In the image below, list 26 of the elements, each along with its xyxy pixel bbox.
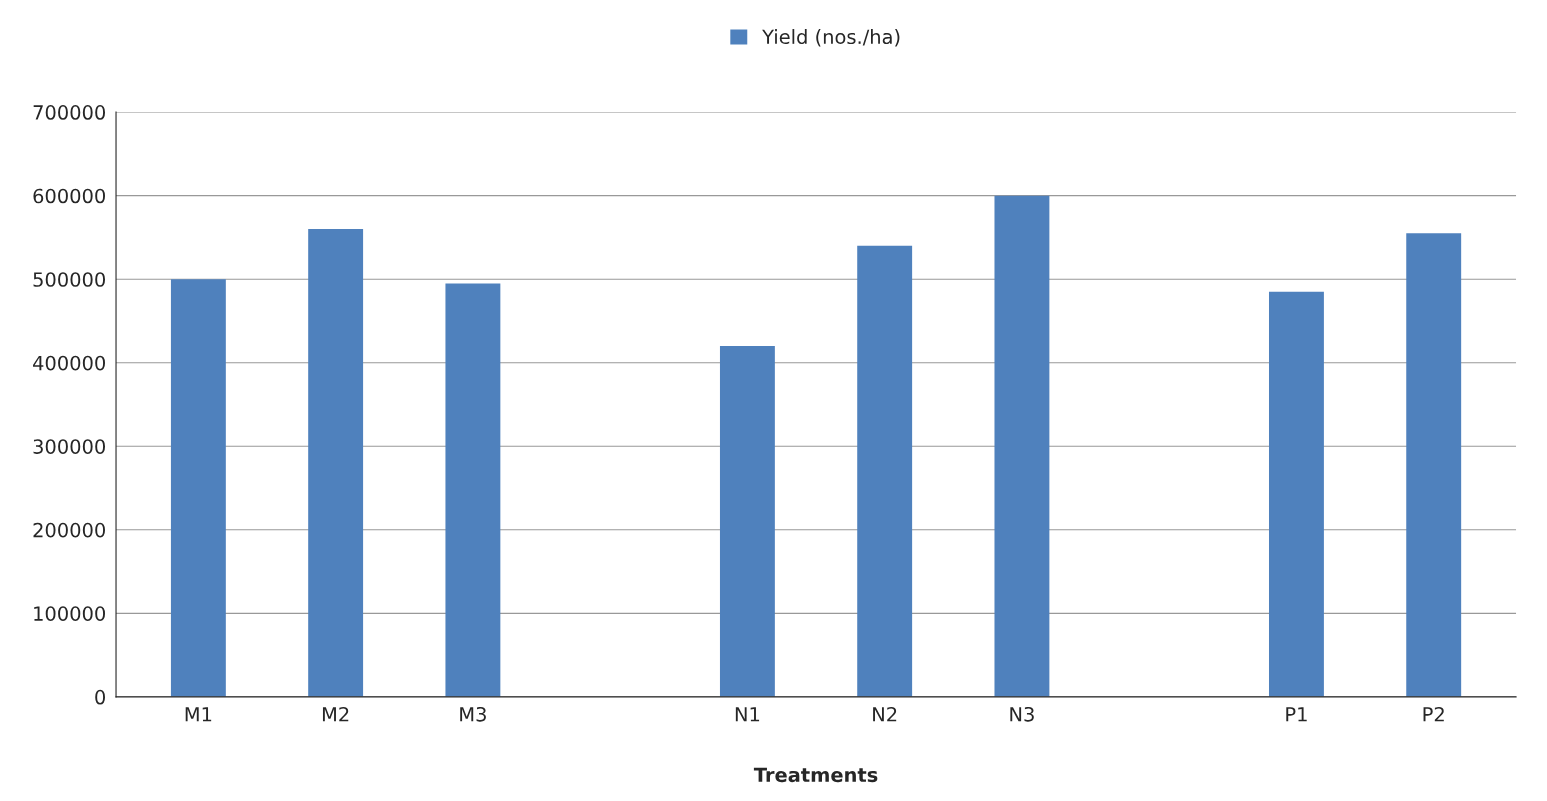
x-tick-label: P2: [1423, 706, 1444, 722]
bar: [857, 245, 913, 697]
y-tick-label: 400000: [33, 355, 106, 371]
y-tick-label: 0: [95, 689, 106, 705]
x-axis-title: Treatments: [753, 767, 878, 783]
y-tick-label: 100000: [34, 606, 106, 621]
bar: [308, 229, 364, 697]
bar: [170, 279, 226, 697]
y-tick-label: 500000: [33, 272, 106, 287]
y-tick-label: 700000: [33, 105, 106, 120]
bar: [994, 195, 1050, 697]
bar: [719, 346, 775, 697]
y-tick-label: 300000: [33, 439, 106, 454]
x-tick-label: N1: [735, 707, 760, 722]
legend-label: Yield (nos./ha): [762, 29, 900, 47]
x-tick-label: N2: [873, 706, 897, 722]
y-tick-label: 600000: [33, 188, 106, 204]
x-tick-label: M3: [460, 706, 486, 722]
x-tick-label: P1: [1286, 707, 1307, 722]
x-tick-label: M1: [185, 707, 212, 722]
x-tick-label: N3: [1010, 706, 1034, 722]
bar: [1269, 291, 1324, 697]
bar: [445, 283, 501, 697]
y-tick-label: 200000: [33, 522, 106, 538]
bar: [1406, 233, 1462, 697]
x-tick-label: M2: [322, 706, 349, 722]
